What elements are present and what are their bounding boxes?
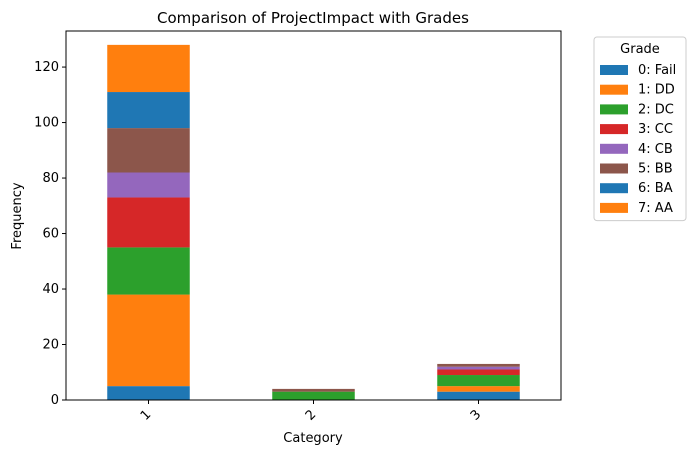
bar-segment — [107, 294, 190, 387]
legend-title: Grade — [620, 42, 660, 57]
legend-box — [593, 36, 687, 222]
bar-segment — [437, 369, 520, 376]
legend-swatch — [600, 143, 628, 154]
legend-entry-label: 1: DD — [638, 83, 675, 98]
legend-swatch — [600, 163, 628, 174]
legend-entry-label: 5: BB — [638, 162, 673, 177]
y-axis: 0 20 40 60 80 100 120 — [34, 60, 66, 408]
legend-swatch — [600, 124, 628, 135]
legend-swatch — [600, 202, 628, 213]
bar-segment — [107, 128, 190, 173]
x-tick-label: 2 — [303, 407, 319, 423]
bar-segment — [437, 391, 520, 400]
bars-layer — [107, 44, 520, 400]
legend-entry-label: 6: BA — [638, 181, 673, 196]
bar-segment — [437, 386, 520, 392]
bar-segment — [107, 172, 190, 198]
legend-swatch — [600, 84, 628, 95]
bar-segment — [107, 92, 190, 129]
y-tick-label: 120 — [34, 60, 59, 75]
y-tick-label: 0 — [51, 393, 59, 408]
bar-segment — [272, 391, 355, 400]
x-tick-label: 3 — [468, 407, 484, 423]
y-axis-label: Frequency — [10, 182, 25, 249]
bar-segment — [107, 386, 190, 400]
x-axis-label: Category — [283, 431, 343, 446]
legend-entry-label: 0: Fail — [638, 63, 676, 78]
legend-swatch — [600, 65, 628, 75]
y-tick-label: 20 — [42, 338, 59, 353]
bar-segment — [437, 375, 520, 387]
legend: Grade 0: Fail 1: DD 2: DC 3: CC 4: CB 5: BB 6: … — [593, 36, 687, 222]
bar-segment — [107, 44, 190, 93]
legend-swatch — [600, 104, 628, 115]
y-tick-label: 40 — [42, 282, 59, 297]
y-tick-label: 100 — [34, 116, 59, 131]
legend-swatch — [600, 183, 628, 194]
y-tick-label: 60 — [42, 227, 59, 242]
bar-segment — [272, 388, 355, 392]
legend-entry-label: 3: CC — [638, 122, 673, 137]
legend-entry-label: 7: AA — [638, 201, 673, 216]
bar-segment — [107, 197, 190, 248]
bar-segment — [437, 363, 520, 367]
chart-title: Comparison of ProjectImpact with Grades — [157, 9, 469, 27]
bar-segment — [437, 366, 520, 370]
legend-entry-label: 4: CB — [638, 142, 673, 157]
bar-segment — [107, 247, 190, 295]
legend-entry-label: 2: DC — [638, 102, 674, 117]
x-axis: 1 2 3 — [138, 400, 484, 424]
y-tick-label: 80 — [42, 171, 59, 186]
x-tick-label: 1 — [138, 407, 154, 423]
